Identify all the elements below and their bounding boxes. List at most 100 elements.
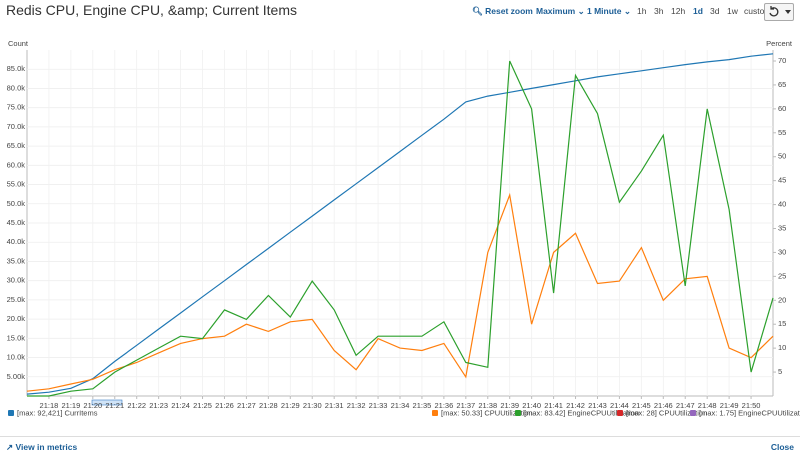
reset-zoom[interactable]: 🔍︎ Reset zoom (472, 6, 533, 16)
x-tick-label: 21:28 (259, 401, 278, 410)
x-tick-label: 21:20 (83, 401, 102, 410)
x-tick-label: 21:49 (720, 401, 739, 410)
x-tick-label: 21:36 (434, 401, 453, 410)
range-option[interactable]: 1w (727, 6, 738, 16)
view-in-metrics[interactable]: ↗ View in metrics (6, 442, 78, 452)
x-tick-label: 21:21 (105, 401, 124, 410)
legend-swatch (8, 410, 14, 416)
y-tick-label: 55.0k (7, 180, 26, 189)
x-tick-label: 21:35 (413, 401, 432, 410)
header: Redis CPU, Engine CPU, &amp; Current Ite… (0, 0, 800, 24)
legend-entry[interactable]: [max: 28] CPUUtilization (617, 408, 707, 417)
y-tick-label: 25.0k (7, 295, 26, 304)
x-tick-label: 21:31 (325, 401, 344, 410)
x-tick-label: 21:42 (566, 401, 585, 410)
x-tick-label: 21:38 (478, 401, 497, 410)
y-tick-label: 5.00k (7, 372, 26, 381)
widget-title: Redis CPU, Engine CPU, &amp; Current Ite… (6, 2, 297, 18)
y2-tick-label: 55 (778, 128, 786, 137)
close-button[interactable]: Close (770, 442, 794, 452)
y2-tick-label: 25 (778, 271, 786, 280)
series-line (27, 60, 774, 397)
x-tick-label: 21:34 (391, 401, 410, 410)
x-tick-label: 21:45 (632, 401, 651, 410)
range-option[interactable]: 3h (654, 6, 664, 16)
x-tick-label: 21:47 (676, 401, 695, 410)
y2-axis-title: Percent (766, 39, 793, 48)
y2-tick-label: 20 (778, 295, 786, 304)
legend-swatch (515, 410, 521, 416)
range-option[interactable]: custom (744, 6, 772, 16)
legend-swatch (690, 410, 696, 416)
x-tick-label: 21:46 (654, 401, 673, 410)
legend-swatch (432, 410, 438, 416)
y-tick-label: 45.0k (7, 218, 26, 227)
range-option[interactable]: 3d (710, 6, 720, 16)
legend-label: [max: 92,421] CurrItems (17, 408, 98, 417)
y2-tick-label: 50 (778, 152, 786, 161)
legend-entry[interactable]: [max: 50.33] CPUUtilization (432, 408, 533, 417)
legend-entry[interactable]: [max: 92,421] CurrItems (8, 408, 98, 417)
y-tick-label: 60.0k (7, 160, 26, 169)
y-tick-label: 40.0k (7, 237, 26, 246)
x-tick-label: 21:37 (456, 401, 475, 410)
x-tick-label: 21:29 (281, 401, 300, 410)
y-tick-label: 75.0k (7, 103, 26, 112)
x-tick-label: 21:26 (215, 401, 234, 410)
x-tick-label: 21:39 (500, 401, 519, 410)
zoom-handle[interactable] (91, 399, 123, 406)
reset-zoom-label[interactable]: Reset zoom (485, 6, 533, 16)
y-axis-title: Count (8, 39, 29, 48)
x-tick-label: 21:24 (171, 401, 190, 410)
y2-tick-label: 45 (778, 176, 786, 185)
legend-entry[interactable]: [max: 83.42] EngineCPUUtilization (515, 408, 639, 417)
y2-tick-label: 15 (778, 319, 786, 328)
series-line (26, 53, 774, 395)
x-tick-label: 21:30 (303, 401, 322, 410)
x-tick-label: 21:32 (347, 401, 366, 410)
range-option[interactable]: 1d (693, 6, 703, 16)
legend-label: [max: 50.33] CPUUtilization (441, 408, 533, 417)
y2-tick-label: 10 (778, 343, 786, 352)
x-tick-label: 21:48 (698, 401, 717, 410)
y-tick-label: 30.0k (7, 276, 26, 285)
series-line (26, 192, 774, 392)
y-tick-label: 10.0k (7, 353, 26, 362)
y-tick-label: 50.0k (7, 199, 26, 208)
y-tick-label: 65.0k (7, 141, 26, 150)
y2-tick-label: 40 (778, 200, 786, 209)
y2-tick-label: 35 (778, 223, 786, 232)
legend-label: [max: 1.75] EngineCPUUtilization (699, 408, 800, 417)
legend-entry[interactable]: [max: 1.75] EngineCPUUtilization (690, 408, 800, 417)
y-tick-label: 35.0k (7, 256, 26, 265)
x-tick-label: 21:40 (522, 401, 541, 410)
x-tick-label: 21:33 (369, 401, 388, 410)
statistic-dropdown[interactable]: Maximum ⌄ (536, 6, 585, 16)
y2-tick-label: 30 (778, 247, 786, 256)
refresh-button[interactable] (764, 3, 794, 21)
view-in-metrics-label[interactable]: View in metrics (15, 442, 78, 452)
chart: Count Percent 5.00k 10.0k 15.0k 20.0k 25.0k 3… (7, 39, 800, 418)
legend-label: [max: 83.42] EngineCPUUtilization (524, 408, 639, 417)
y-tick-label: 15.0k (7, 333, 26, 342)
statistic-label[interactable]: Maximum (536, 6, 576, 16)
y2-tick-label: 5 (778, 367, 782, 376)
period-label[interactable]: 1 Minute (587, 6, 622, 16)
x-tick-label: 21:50 (742, 401, 761, 410)
footer: ↗ View in metrics Close (0, 436, 800, 456)
x-tick-label: 21:22 (127, 401, 146, 410)
x-tick-label: 21:43 (588, 401, 607, 410)
y2-tick-label: 70 (778, 56, 786, 65)
x-tick-label: 21:44 (610, 401, 629, 410)
x-tick-label: 21:25 (193, 401, 212, 410)
x-tick-label: 21:23 (149, 401, 168, 410)
x-tick-label: 21:18 (40, 401, 59, 410)
y2-tick-label: 60 (778, 104, 786, 113)
legend-label: [max: 28] CPUUtilization (626, 408, 707, 417)
range-option[interactable]: 1h (637, 6, 647, 16)
period-dropdown[interactable]: 1 Minute ⌄ (587, 6, 631, 16)
y-tick-label: 80.0k (7, 83, 26, 92)
range-option[interactable]: 12h (671, 6, 686, 16)
x-tick-label: 21:19 (61, 401, 80, 410)
y-tick-label: 85.0k (7, 64, 26, 73)
